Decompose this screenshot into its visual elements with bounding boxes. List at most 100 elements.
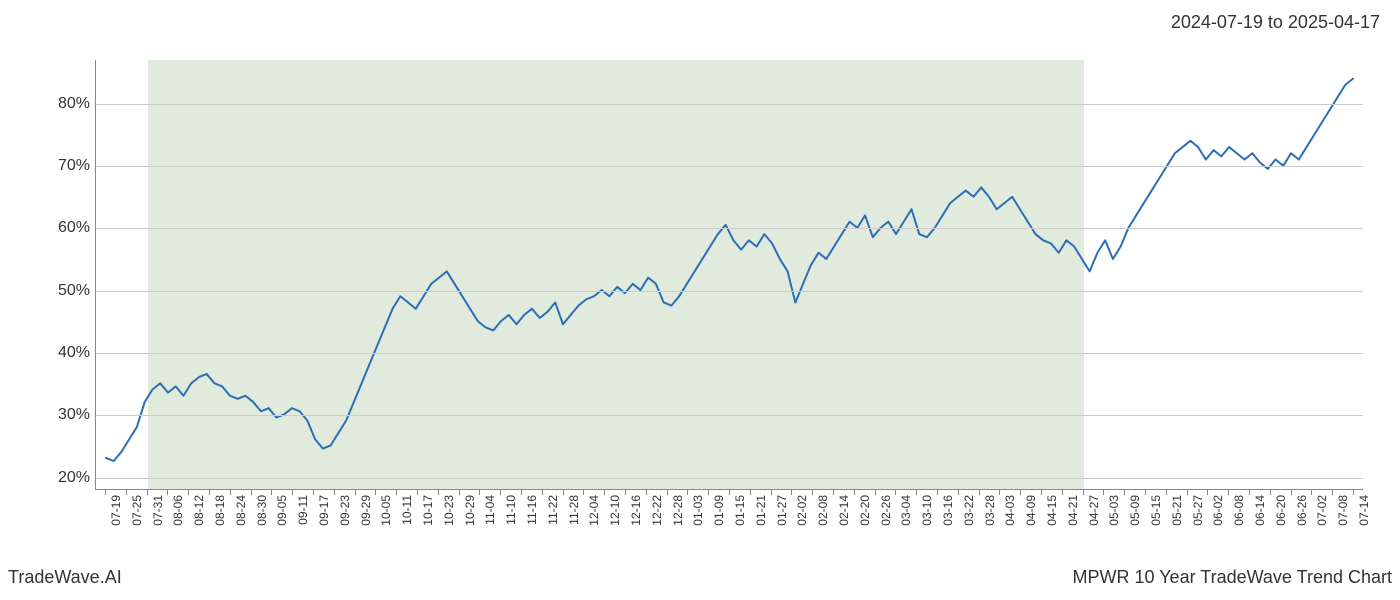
x-tick-label: 11-22 — [546, 495, 560, 525]
x-tick-label: 08-12 — [192, 495, 206, 526]
y-tick-label: 50% — [58, 282, 90, 300]
x-tick-mark — [167, 490, 168, 495]
x-tick-mark — [895, 490, 896, 495]
x-tick-mark — [230, 490, 231, 495]
gridline — [96, 228, 1363, 229]
x-tick-mark — [188, 490, 189, 495]
x-tick-label: 11-04 — [483, 495, 497, 525]
x-tick-mark — [937, 490, 938, 495]
x-tick-label: 03-16 — [941, 495, 955, 526]
x-tick-mark — [1353, 490, 1354, 495]
x-tick-mark — [542, 490, 543, 495]
x-tick-mark — [750, 490, 751, 495]
x-tick-mark — [292, 490, 293, 495]
x-tick-label: 08-30 — [255, 495, 269, 526]
x-tick-mark — [1062, 490, 1063, 495]
x-tick-mark — [500, 490, 501, 495]
x-tick-mark — [854, 490, 855, 495]
gridline — [96, 104, 1363, 105]
x-tick-label: 06-26 — [1295, 495, 1309, 526]
x-tick-mark — [1166, 490, 1167, 495]
x-tick-mark — [1103, 490, 1104, 495]
x-tick-mark — [251, 490, 252, 495]
x-tick-mark — [812, 490, 813, 495]
x-tick-mark — [209, 490, 210, 495]
x-tick-label: 06-14 — [1253, 495, 1267, 526]
y-tick-label: 70% — [58, 157, 90, 175]
x-tick-mark — [791, 490, 792, 495]
x-tick-mark — [646, 490, 647, 495]
x-tick-mark — [1291, 490, 1292, 495]
x-tick-label: 09-17 — [317, 495, 331, 526]
x-tick-mark — [147, 490, 148, 495]
x-tick-label: 04-09 — [1024, 495, 1038, 526]
x-tick-label: 04-03 — [1003, 495, 1017, 526]
x-tick-label: 07-08 — [1336, 495, 1350, 526]
x-tick-mark — [1083, 490, 1084, 495]
x-tick-label: 05-09 — [1128, 495, 1142, 526]
x-tick-label: 04-21 — [1066, 495, 1080, 526]
x-tick-label: 09-05 — [275, 495, 289, 526]
x-tick-mark — [459, 490, 460, 495]
x-tick-label: 04-15 — [1045, 495, 1059, 526]
x-tick-label: 07-02 — [1315, 495, 1329, 526]
x-tick-mark — [355, 490, 356, 495]
x-tick-label: 07-19 — [109, 495, 123, 526]
x-tick-label: 12-22 — [650, 495, 664, 526]
x-tick-label: 06-20 — [1274, 495, 1288, 526]
x-tick-mark — [521, 490, 522, 495]
x-tick-label: 01-15 — [733, 495, 747, 526]
x-tick-label: 10-17 — [421, 495, 435, 526]
x-tick-mark — [729, 490, 730, 495]
x-tick-label: 12-04 — [587, 495, 601, 526]
x-tick-mark — [687, 490, 688, 495]
x-tick-mark — [604, 490, 605, 495]
x-tick-label: 10-11 — [400, 495, 414, 525]
x-tick-label: 05-15 — [1149, 495, 1163, 526]
x-tick-mark — [771, 490, 772, 495]
footer-brand: TradeWave.AI — [8, 567, 122, 588]
x-tick-mark — [667, 490, 668, 495]
x-tick-label: 11-16 — [525, 495, 539, 525]
x-tick-label: 05-21 — [1170, 495, 1184, 526]
x-tick-label: 09-23 — [338, 495, 352, 526]
x-tick-label: 12-10 — [608, 495, 622, 526]
x-tick-label: 11-10 — [504, 495, 518, 525]
x-tick-label: 07-14 — [1357, 495, 1371, 526]
footer-chart-title: MPWR 10 Year TradeWave Trend Chart — [1073, 567, 1392, 588]
x-tick-label: 01-09 — [712, 495, 726, 526]
x-tick-mark — [126, 490, 127, 495]
x-tick-mark — [271, 490, 272, 495]
x-tick-mark — [334, 490, 335, 495]
x-tick-label: 08-06 — [171, 495, 185, 526]
x-tick-mark — [1332, 490, 1333, 495]
x-tick-mark — [105, 490, 106, 495]
x-tick-label: 11-28 — [567, 495, 581, 525]
x-tick-label: 03-22 — [962, 495, 976, 526]
x-tick-mark — [1145, 490, 1146, 495]
x-tick-mark — [1311, 490, 1312, 495]
x-tick-label: 09-11 — [296, 495, 310, 525]
x-tick-mark — [999, 490, 1000, 495]
x-tick-label: 10-23 — [442, 495, 456, 526]
x-tick-label: 05-27 — [1191, 495, 1205, 526]
x-tick-label: 06-08 — [1232, 495, 1246, 526]
x-tick-label: 03-10 — [920, 495, 934, 526]
x-tick-label: 02-20 — [858, 495, 872, 526]
y-tick-label: 40% — [58, 344, 90, 362]
x-tick-mark — [438, 490, 439, 495]
y-tick-label: 60% — [58, 219, 90, 237]
x-tick-mark — [625, 490, 626, 495]
chart-plot-area — [95, 60, 1363, 490]
x-tick-mark — [1124, 490, 1125, 495]
shaded-date-region — [148, 60, 1084, 489]
y-tick-label: 30% — [58, 406, 90, 424]
x-tick-label: 04-27 — [1087, 495, 1101, 526]
x-tick-mark — [1249, 490, 1250, 495]
x-tick-label: 08-18 — [213, 495, 227, 526]
x-tick-label: 05-03 — [1107, 495, 1121, 526]
x-tick-label: 08-24 — [234, 495, 248, 526]
x-tick-label: 03-04 — [899, 495, 913, 526]
x-tick-mark — [1020, 490, 1021, 495]
x-tick-mark — [396, 490, 397, 495]
